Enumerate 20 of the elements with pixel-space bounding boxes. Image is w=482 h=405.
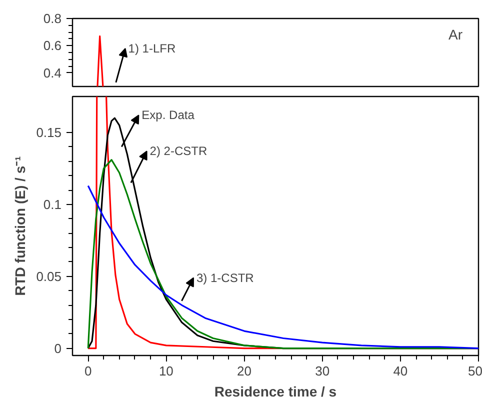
x-tick-label: 10 <box>158 364 174 378</box>
x-tick-label: 30 <box>315 364 330 378</box>
y-tick-label: 0.05 <box>36 268 62 284</box>
x-axis-title: Residence time / s <box>214 384 337 400</box>
x-tick-label: 50 <box>468 364 482 378</box>
annotation: 3) 1-CSTR <box>196 270 254 285</box>
y-tick-label: 0.1 <box>43 196 62 212</box>
annotation: Exp. Data <box>142 108 195 122</box>
y-tick-label: 0.6 <box>43 38 62 54</box>
annotation: 1) 1-LFR <box>128 41 176 56</box>
annotation: 2) 2-CSTR <box>150 144 208 158</box>
x-tick-label: 40 <box>393 364 408 378</box>
x-tick-label: 20 <box>237 364 252 378</box>
y-tick-label: 0.4 <box>43 65 62 80</box>
y-tick-label: 0.8 <box>43 11 62 26</box>
y-axis-title: RTD function (E) / s⁻¹ <box>12 156 28 296</box>
y-tick-label: 0 <box>54 340 62 356</box>
annotation: Ar <box>448 26 463 42</box>
x-tick-label: 0 <box>84 364 92 378</box>
y-tick-label: 0.15 <box>36 124 62 140</box>
